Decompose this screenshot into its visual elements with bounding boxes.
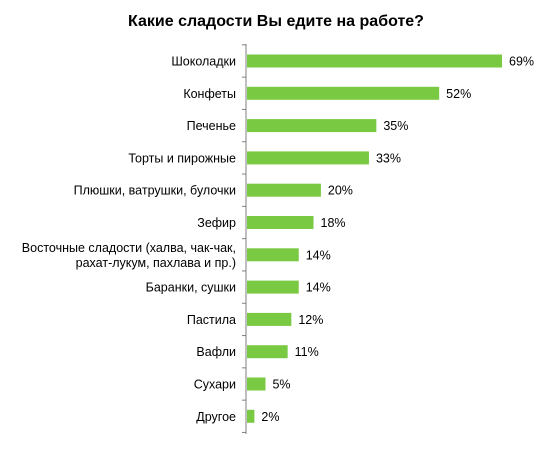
category-label: Торты и пирожные [128, 151, 236, 165]
value-label: 2% [261, 410, 279, 424]
value-label: 35% [383, 119, 408, 133]
bar [247, 345, 288, 359]
category-label: Сухари [194, 378, 236, 392]
bar [247, 377, 266, 391]
bar [247, 280, 299, 294]
value-label: 5% [272, 378, 290, 392]
category-label: Баранки, сушки [146, 281, 236, 295]
value-label: 69% [509, 55, 534, 69]
category-label: Плюшки, ватрушки, булочки [74, 184, 236, 198]
value-label: 12% [298, 313, 323, 327]
category-label: Восточные сладости (халва, чак-чак, рахат… [22, 241, 236, 270]
bar [247, 54, 502, 68]
category-label: Печенье [187, 119, 236, 133]
value-label: 14% [306, 281, 331, 295]
bar [247, 183, 321, 197]
bar [247, 248, 299, 262]
bar [247, 312, 292, 326]
bar [247, 119, 377, 133]
value-label: 18% [321, 216, 346, 230]
bar [247, 409, 255, 423]
category-label: Другое [196, 410, 236, 424]
bar [247, 151, 369, 165]
value-label: 33% [376, 151, 401, 165]
category-label: Пастила [187, 313, 236, 327]
value-label: 20% [328, 184, 353, 198]
bars-group: Шоколадки 69% Конфеты 52% Печенье 35% Торты и … [22, 44, 534, 433]
chart-title: Какие сладости Вы едите на работе? [128, 13, 424, 30]
category-label: Шоколадки [171, 55, 236, 69]
bar [247, 216, 314, 229]
category-label: Зефир [197, 216, 236, 230]
category-label: Вафли [196, 345, 236, 359]
value-label: 52% [446, 87, 471, 101]
category-label: Конфеты [183, 87, 236, 101]
value-label: 11% [295, 345, 319, 359]
value-label: 14% [306, 248, 331, 262]
bar [247, 86, 440, 100]
